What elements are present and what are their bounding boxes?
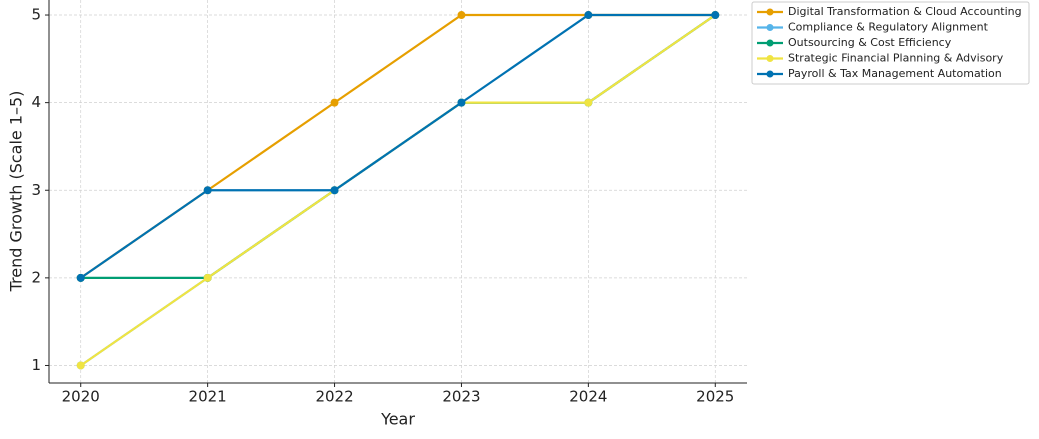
- y-tick-label: 3: [31, 181, 41, 199]
- x-tick-label: 2021: [189, 388, 227, 406]
- y-axis-label: Trend Growth (Scale 1–5): [7, 91, 26, 293]
- x-tick-label: 2024: [569, 388, 607, 406]
- data-point: [76, 361, 85, 370]
- x-tick-label: 2023: [442, 388, 480, 406]
- data-point: [203, 186, 212, 195]
- data-point: [330, 98, 339, 107]
- data-point: [711, 11, 720, 20]
- series-line: [80, 13, 716, 279]
- legend-marker: [766, 39, 774, 47]
- legend: Digital Transformation & Cloud Accountin…: [751, 1, 1030, 85]
- data-point: [76, 273, 85, 282]
- legend-label: Outsourcing & Cost Efficiency: [788, 36, 952, 49]
- x-tick-label: 2022: [315, 388, 353, 406]
- x-axis-label: Year: [380, 410, 415, 429]
- y-tick-label: 1: [31, 356, 41, 374]
- legend-marker: [766, 55, 774, 62]
- x-tick-label: 2025: [696, 388, 734, 406]
- data-point: [584, 11, 593, 20]
- y-tick-label: 2: [31, 268, 41, 286]
- data-point: [330, 186, 339, 195]
- grid: 2020 2021 2022 2023 2024 2025 1 2 3 4 5: [31, 0, 747, 406]
- legend-label: Compliance & Regulatory Alignment: [788, 21, 989, 34]
- legend-label: Payroll & Tax Management Automation: [788, 67, 1002, 80]
- x-tick-label: 2020: [62, 388, 100, 406]
- legend-marker: [766, 70, 774, 78]
- legend-box: [751, 1, 1030, 85]
- data-point: [584, 98, 593, 107]
- legend-label: Digital Transformation & Cloud Accountin…: [788, 5, 1022, 18]
- y-tick-label: 4: [31, 93, 41, 111]
- legend-marker: [766, 8, 774, 16]
- data-point: [457, 98, 466, 107]
- legend-label: Strategic Financial Planning & Advisory: [788, 52, 1004, 65]
- data-point: [457, 11, 466, 20]
- y-tick-label: 5: [31, 6, 41, 24]
- data-point: [203, 273, 212, 282]
- legend-marker: [766, 24, 774, 31]
- plot-area: [76, 11, 720, 370]
